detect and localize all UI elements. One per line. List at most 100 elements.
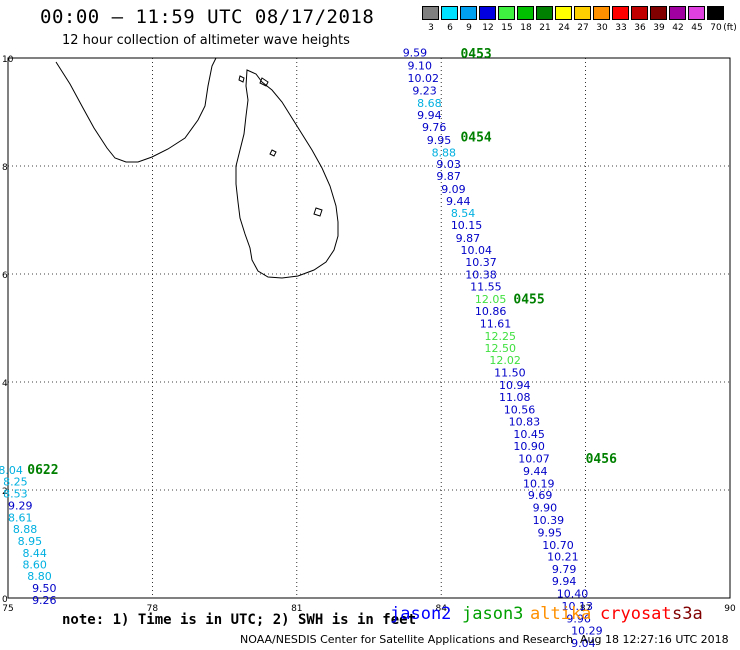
legend-swatch-39 [650, 6, 667, 20]
legend-swatch-18 [517, 6, 534, 20]
wave-height-value: 9.04 [571, 637, 596, 650]
map-subtitle: 12 hour collection of altimeter wave hei… [62, 33, 350, 48]
x-tick-label-75: 75 [2, 604, 13, 614]
islet-small [269, 149, 277, 157]
landmass-sri-lanka [55, 57, 339, 279]
wave-height-value: 10.39 [533, 514, 565, 527]
legend-swatch-3 [422, 6, 439, 20]
wave-height-value: 10.02 [408, 72, 440, 85]
wave-height-value: 10.38 [465, 268, 497, 281]
wave-height-value: 10.83 [509, 416, 541, 429]
wave-height-value: 9.79 [552, 563, 577, 576]
wave-height-value: 10.04 [460, 244, 492, 257]
wave-height-value: 10.45 [513, 428, 545, 441]
wave-height-value: 9.59 [403, 46, 428, 59]
pass-time-label: 0456 [586, 452, 617, 467]
legend-swatch-42 [669, 6, 686, 20]
x-tick-label-90: 90 [724, 604, 736, 614]
wave-height-value: 10.56 [504, 403, 535, 416]
x-tick-label-87: 87 [580, 604, 591, 614]
wave-height-value: 8.80 [27, 570, 52, 583]
track-west: 8.048.258.539.298.618.888.958.448.608.80… [0, 463, 59, 607]
legend-swatch-21 [536, 6, 553, 20]
wave-height-value: 10.21 [547, 551, 579, 564]
coastline-india [55, 57, 217, 163]
legend-swatch-24 [555, 6, 572, 20]
wave-height-value: 10.94 [499, 379, 530, 392]
wave-height-value: 9.09 [441, 183, 466, 196]
wave-height-value: 10.86 [475, 305, 507, 318]
legend-unit: (ft) [723, 23, 737, 33]
legend-label-33: 33 [615, 23, 627, 33]
wave-height-value: 9.96 [566, 612, 591, 625]
legend-label-21: 21 [539, 23, 551, 33]
pass-time-label: 0454 [460, 131, 491, 146]
wave-height-value: 10.29 [571, 625, 603, 638]
y-tick-label-10: 10 [2, 55, 14, 65]
wave-height-value: 9.23 [412, 85, 437, 98]
legend-swatch-27 [574, 6, 591, 20]
wave-height-value: 9.69 [528, 489, 553, 502]
legend-label-3: 3 [428, 23, 434, 33]
wave-height-value: 9.87 [436, 170, 461, 183]
legend-label-12: 12 [482, 23, 494, 33]
legend-label-70: 70 [710, 23, 722, 33]
footer-note: note: 1) Time is in UTC; 2) SWH is in fe… [62, 612, 417, 628]
wave-height-value: 8.53 [3, 488, 28, 501]
wave-height-value: 8.88 [13, 523, 37, 536]
wave-height-value: 9.94 [552, 575, 577, 588]
wave-height-value: 10.15 [451, 219, 483, 232]
legend-swatch-45 [688, 6, 705, 20]
wave-height-value: 8.68 [417, 97, 442, 110]
wave-height-value: 10.40 [557, 587, 589, 600]
wave-height-value: 9.87 [456, 232, 481, 245]
legend-label-30: 30 [596, 23, 608, 33]
map-frame [7, 57, 731, 599]
legend-swatch-15 [498, 6, 515, 20]
track-east: 9.599.1010.029.238.689.949.769.958.889.0… [403, 46, 617, 650]
wave-height-value: 8.25 [3, 476, 28, 489]
generation-timestamp: Aug 18 12:27:16 UTC 2018 [580, 633, 729, 646]
y-tick-label-6: 6 [2, 271, 8, 281]
wave-height-value: 12.25 [485, 330, 517, 343]
x-tick-label-78: 78 [147, 604, 159, 614]
wave-height-value: 11.61 [480, 317, 512, 330]
wave-height-value: 9.44 [523, 465, 548, 478]
legend-label-36: 36 [634, 23, 646, 33]
wave-height-value: 10.13 [562, 600, 594, 613]
legend-label-6: 6 [447, 23, 453, 33]
x-tick-label-81: 81 [291, 604, 302, 614]
wave-height-value: 11.50 [494, 367, 526, 380]
wave-height-value: 9.44 [446, 195, 471, 208]
legend-swatch-36 [631, 6, 648, 20]
wave-height-value: 8.95 [18, 535, 43, 548]
legend-swatch-70 [707, 6, 724, 20]
y-tick-label-4: 4 [2, 379, 8, 389]
wave-height-value: 8.88 [432, 146, 457, 159]
legend-label-9: 9 [466, 23, 472, 33]
wave-height-value: 12.05 [475, 293, 507, 306]
legend-swatch-30 [593, 6, 610, 20]
coastline-sri-lanka [235, 69, 339, 279]
wave-height-value: 12.50 [485, 342, 517, 355]
wave-height-value: 9.03 [436, 158, 461, 171]
pass-time-label: 0453 [460, 47, 491, 62]
y-tick-label-0: 0 [2, 595, 8, 605]
legend-label-45: 45 [691, 23, 703, 33]
legend-label-39: 39 [653, 23, 665, 33]
graticule [8, 58, 730, 598]
wave-height-value: 8.04 [0, 464, 23, 477]
wave-height-value: 10.37 [465, 256, 497, 269]
satellite-label-jason3: jason3 [462, 604, 524, 624]
legend-swatch-9 [460, 6, 477, 20]
satellite-label-altika: altika [530, 604, 592, 624]
wave-height-value: 9.95 [537, 526, 562, 539]
y-tick-label-8: 8 [2, 163, 8, 173]
islet-north [238, 75, 245, 83]
wave-height-value: 9.76 [422, 121, 447, 134]
wave-height-value: 9.90 [533, 502, 558, 515]
legend-label-42: 42 [672, 23, 684, 33]
islet-jaffna [259, 77, 269, 87]
legend-label-24: 24 [558, 23, 570, 33]
wave-height-value: 10.19 [523, 477, 555, 490]
